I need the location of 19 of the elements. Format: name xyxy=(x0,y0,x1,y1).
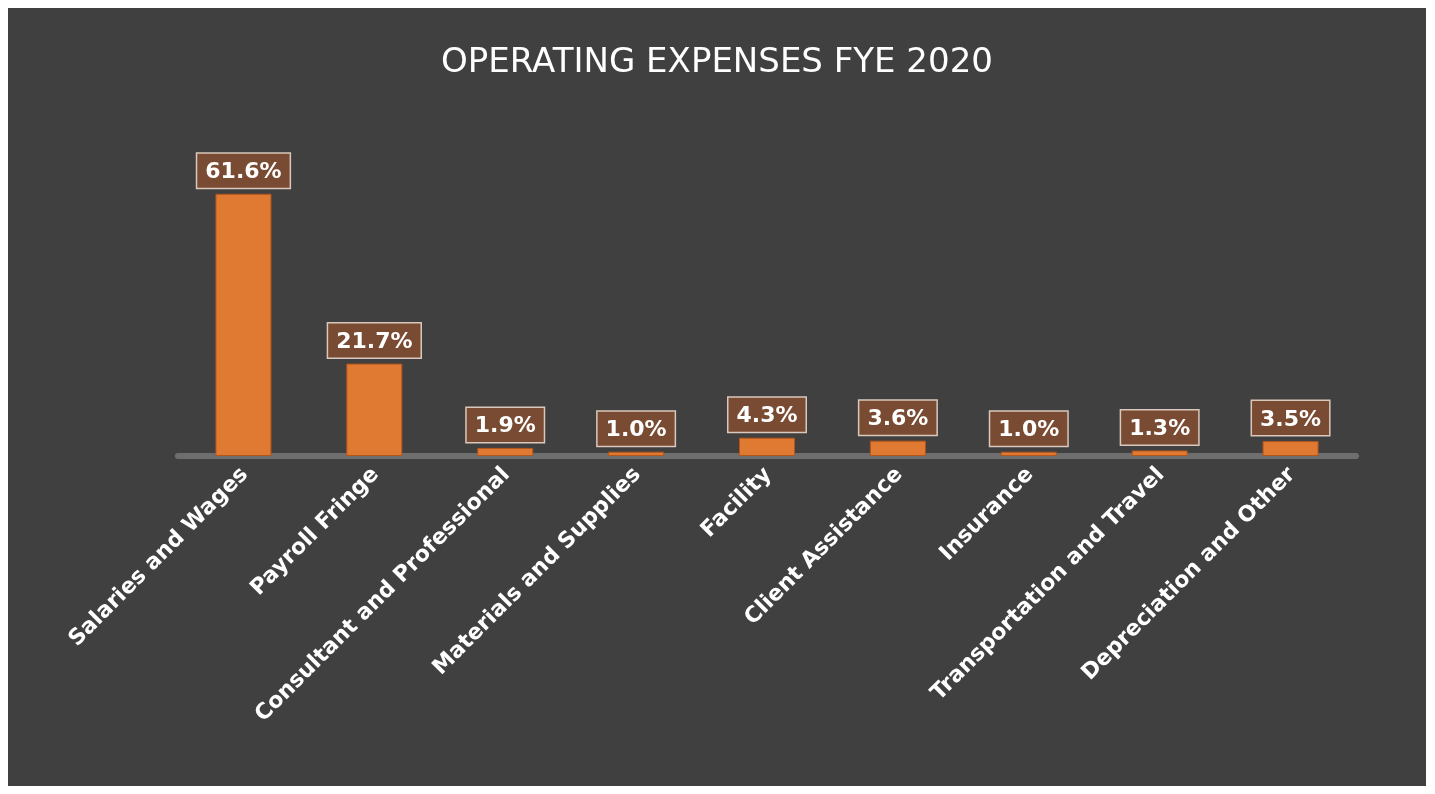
data-label: 1.9% xyxy=(474,412,536,438)
bar xyxy=(739,437,795,456)
bar xyxy=(1131,450,1188,456)
bar xyxy=(215,193,272,456)
bar xyxy=(477,447,534,456)
bar xyxy=(1000,451,1057,456)
data-label: 4.3% xyxy=(736,402,798,428)
bar xyxy=(869,440,926,456)
chart-title: OPERATING EXPENSES FYE 2020 xyxy=(441,40,993,80)
data-label: 1.0% xyxy=(605,416,667,442)
data-label: 3.5% xyxy=(1260,405,1322,431)
bar xyxy=(608,451,665,456)
data-label: 21.7% xyxy=(336,328,413,354)
data-label: 1.3% xyxy=(1129,414,1191,440)
data-label: 1.0% xyxy=(998,416,1060,442)
bar xyxy=(1262,441,1319,456)
bar xyxy=(346,363,403,456)
data-label: 3.6% xyxy=(867,405,929,431)
data-label: 61.6% xyxy=(205,158,282,184)
